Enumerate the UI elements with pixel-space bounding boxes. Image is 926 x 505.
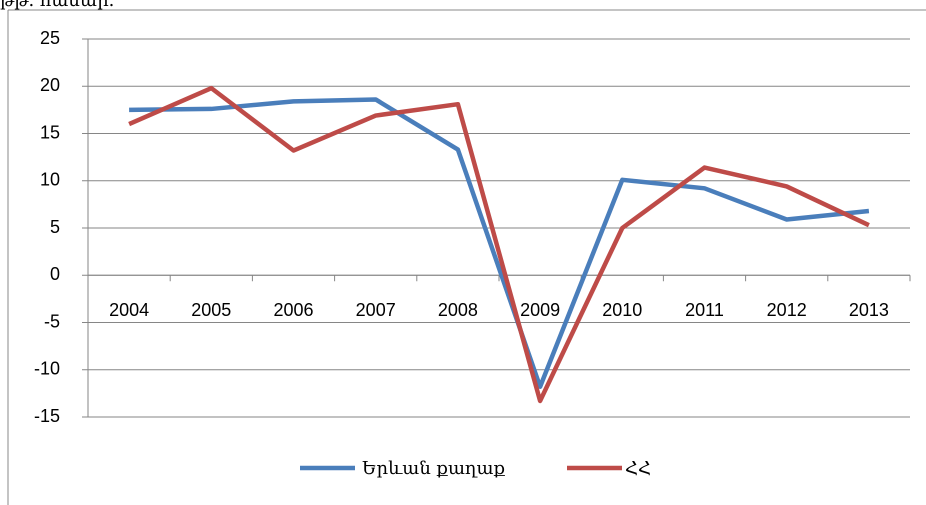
y-tick-label: 5 xyxy=(50,217,60,237)
y-tick-label: -5 xyxy=(44,311,60,331)
x-tick-label: 2011 xyxy=(685,300,724,320)
y-tick-label: 0 xyxy=(50,264,60,284)
y-tick-label: 20 xyxy=(40,75,60,95)
y-tick-label: -10 xyxy=(34,359,60,379)
y-tick-label: 15 xyxy=(40,122,60,142)
x-tick-label: 2013 xyxy=(849,300,889,320)
x-tick-label: 2008 xyxy=(438,300,478,320)
series-line xyxy=(129,97,870,390)
x-tick-label: 2009 xyxy=(520,300,560,320)
series-line xyxy=(128,85,870,404)
x-tick-label: 2007 xyxy=(356,300,396,320)
chart-title: թթ. համար. xyxy=(0,0,114,11)
y-tick-label: 25 xyxy=(40,28,60,48)
x-tick-label: 2006 xyxy=(273,300,313,320)
x-tick-label: 2012 xyxy=(767,300,807,320)
y-tick-label: 10 xyxy=(40,170,60,190)
legend-label: ՀՀ xyxy=(625,458,651,479)
x-tick-label: 2005 xyxy=(191,300,231,320)
legend-label: Երևան քաղաք xyxy=(362,458,506,479)
x-tick-label: 2010 xyxy=(602,300,642,320)
x-tick-label: 2004 xyxy=(109,300,149,320)
y-tick-label: -15 xyxy=(34,406,60,426)
